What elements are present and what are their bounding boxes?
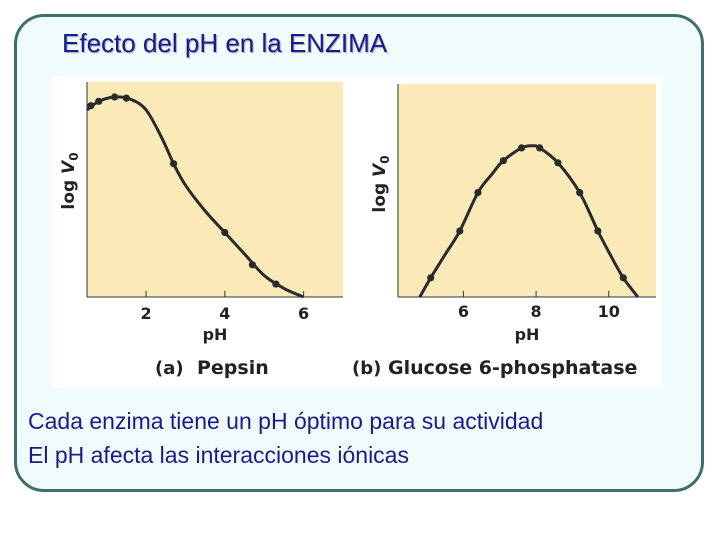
- data-point-glucose-6-phosphatase-4: [499, 157, 507, 165]
- data-point-glucose-6-phosphatase-6: [536, 144, 544, 152]
- caption-glucose-6-phosphatase: Glucose 6-phosphatase: [388, 357, 637, 379]
- x-tick-label-glucose-6-phosphatase-6: 6: [458, 302, 469, 321]
- y-axis-label-sub-pepsin: 0: [67, 152, 81, 160]
- x-tick-label-glucose-6-phosphatase-10: 10: [598, 302, 620, 321]
- data-point-pepsin-7: [248, 261, 256, 269]
- plot-area-pepsin: [87, 82, 343, 297]
- data-point-glucose-6-phosphatase-7: [554, 159, 562, 167]
- y-axis-label-v-pepsin: V: [59, 159, 79, 174]
- x-tick-label-pepsin-6: 6: [298, 304, 309, 323]
- x-axis-label-glucose-6-phosphatase: pH: [515, 325, 540, 344]
- y-axis-label-main-glucose-6-phosphatase: log: [370, 177, 390, 213]
- data-point-pepsin-2: [95, 97, 103, 105]
- x-axis-label-pepsin: pH: [203, 325, 228, 344]
- slide-title: Efecto del pH en la ENZIMA: [62, 28, 388, 58]
- curve-glucose-6-phosphatase: [418, 144, 639, 298]
- body-line-optimum-ph: Cada enzima tiene un pH óptimo para su a…: [28, 408, 544, 434]
- data-point-glucose-6-phosphatase-10: [619, 274, 627, 282]
- x-tick-label-glucose-6-phosphatase-8: 8: [531, 302, 542, 321]
- x-tick-label-pepsin-2: 2: [141, 304, 152, 323]
- data-point-glucose-6-phosphatase-5: [517, 144, 526, 152]
- caption-pepsin: Pepsin: [197, 357, 269, 379]
- data-point-glucose-6-phosphatase-2: [456, 227, 464, 235]
- panel-b-glucose-6-phosphatase: 6 8 10 pH log V0 (b) Glucose 6-phosphatase: [352, 84, 656, 379]
- data-point-pepsin-3: [111, 93, 119, 101]
- data-point-pepsin-4: [122, 94, 130, 102]
- panel-a-pepsin: 2 4 6 pH log V0 (a) Pepsin: [59, 82, 343, 379]
- y-axis-label-main-pepsin: log: [59, 174, 79, 210]
- y-axis-label-pepsin: log V0: [59, 152, 81, 209]
- data-point-pepsin-8: [272, 280, 280, 288]
- data-point-glucose-6-phosphatase-9: [594, 227, 602, 235]
- y-axis-label-v-glucose-6-phosphatase: V: [370, 162, 390, 177]
- body-line-ionic-interactions: El pH afecta las interacciones iónicas: [28, 442, 409, 468]
- y-axis-label-sub-glucose-6-phosphatase: 0: [378, 155, 392, 163]
- data-point-glucose-6-phosphatase-1: [427, 274, 435, 282]
- data-point-pepsin-1: [87, 102, 95, 110]
- data-point-glucose-6-phosphatase-3: [474, 189, 482, 197]
- x-tick-label-pepsin-4: 4: [219, 304, 230, 323]
- y-axis-label-glucose-6-phosphatase: log V0: [370, 155, 392, 212]
- data-point-pepsin-6: [221, 228, 229, 237]
- data-point-pepsin-5: [170, 160, 178, 168]
- data-point-glucose-6-phosphatase-8: [576, 189, 584, 197]
- panel-label-a: (a): [155, 358, 184, 379]
- panel-label-b: (b): [352, 358, 381, 379]
